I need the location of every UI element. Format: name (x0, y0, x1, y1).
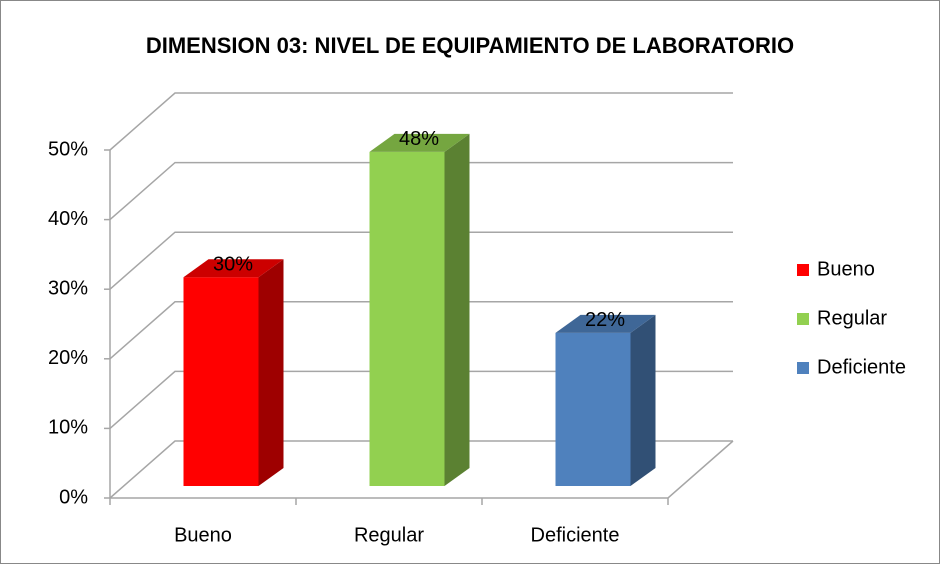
grid-line (109, 301, 733, 360)
x-tick-label: Bueno (174, 524, 232, 546)
grid-line (109, 231, 733, 290)
x-tick-label: Regular (354, 524, 424, 546)
grid-line (109, 440, 733, 499)
legend-swatch (797, 264, 809, 276)
x-tick-label: Deficiente (531, 524, 620, 546)
bar (369, 151, 445, 487)
y-tick-label: 10% (48, 417, 88, 439)
data-label: 30% (213, 253, 253, 275)
y-tick-label: 20% (48, 347, 88, 369)
bar-side (444, 133, 470, 487)
grid-line (109, 370, 733, 429)
y-tick-label: 30% (48, 277, 88, 299)
bar (183, 277, 259, 486)
legend-swatch (797, 362, 809, 374)
bar-side (630, 314, 656, 486)
bar-top (183, 259, 284, 278)
y-tick-label: 40% (48, 208, 88, 230)
y-tick-label: 0% (59, 486, 88, 508)
legend-label: Regular (817, 307, 887, 329)
bar-side (258, 259, 284, 486)
bar-top (555, 314, 656, 333)
bar-top (369, 133, 470, 152)
bar (555, 332, 631, 486)
data-label: 22% (585, 309, 625, 331)
legend-label: Bueno (817, 258, 875, 280)
y-tick-label: 50% (48, 138, 88, 160)
data-label: 48% (399, 128, 439, 150)
legend-swatch (797, 313, 809, 325)
chart-title: DIMENSION 03: NIVEL DE EQUIPAMIENTO DE L… (146, 33, 794, 58)
grid-line (109, 161, 733, 221)
grid-line (109, 92, 733, 151)
legend-label: Deficiente (817, 356, 906, 378)
